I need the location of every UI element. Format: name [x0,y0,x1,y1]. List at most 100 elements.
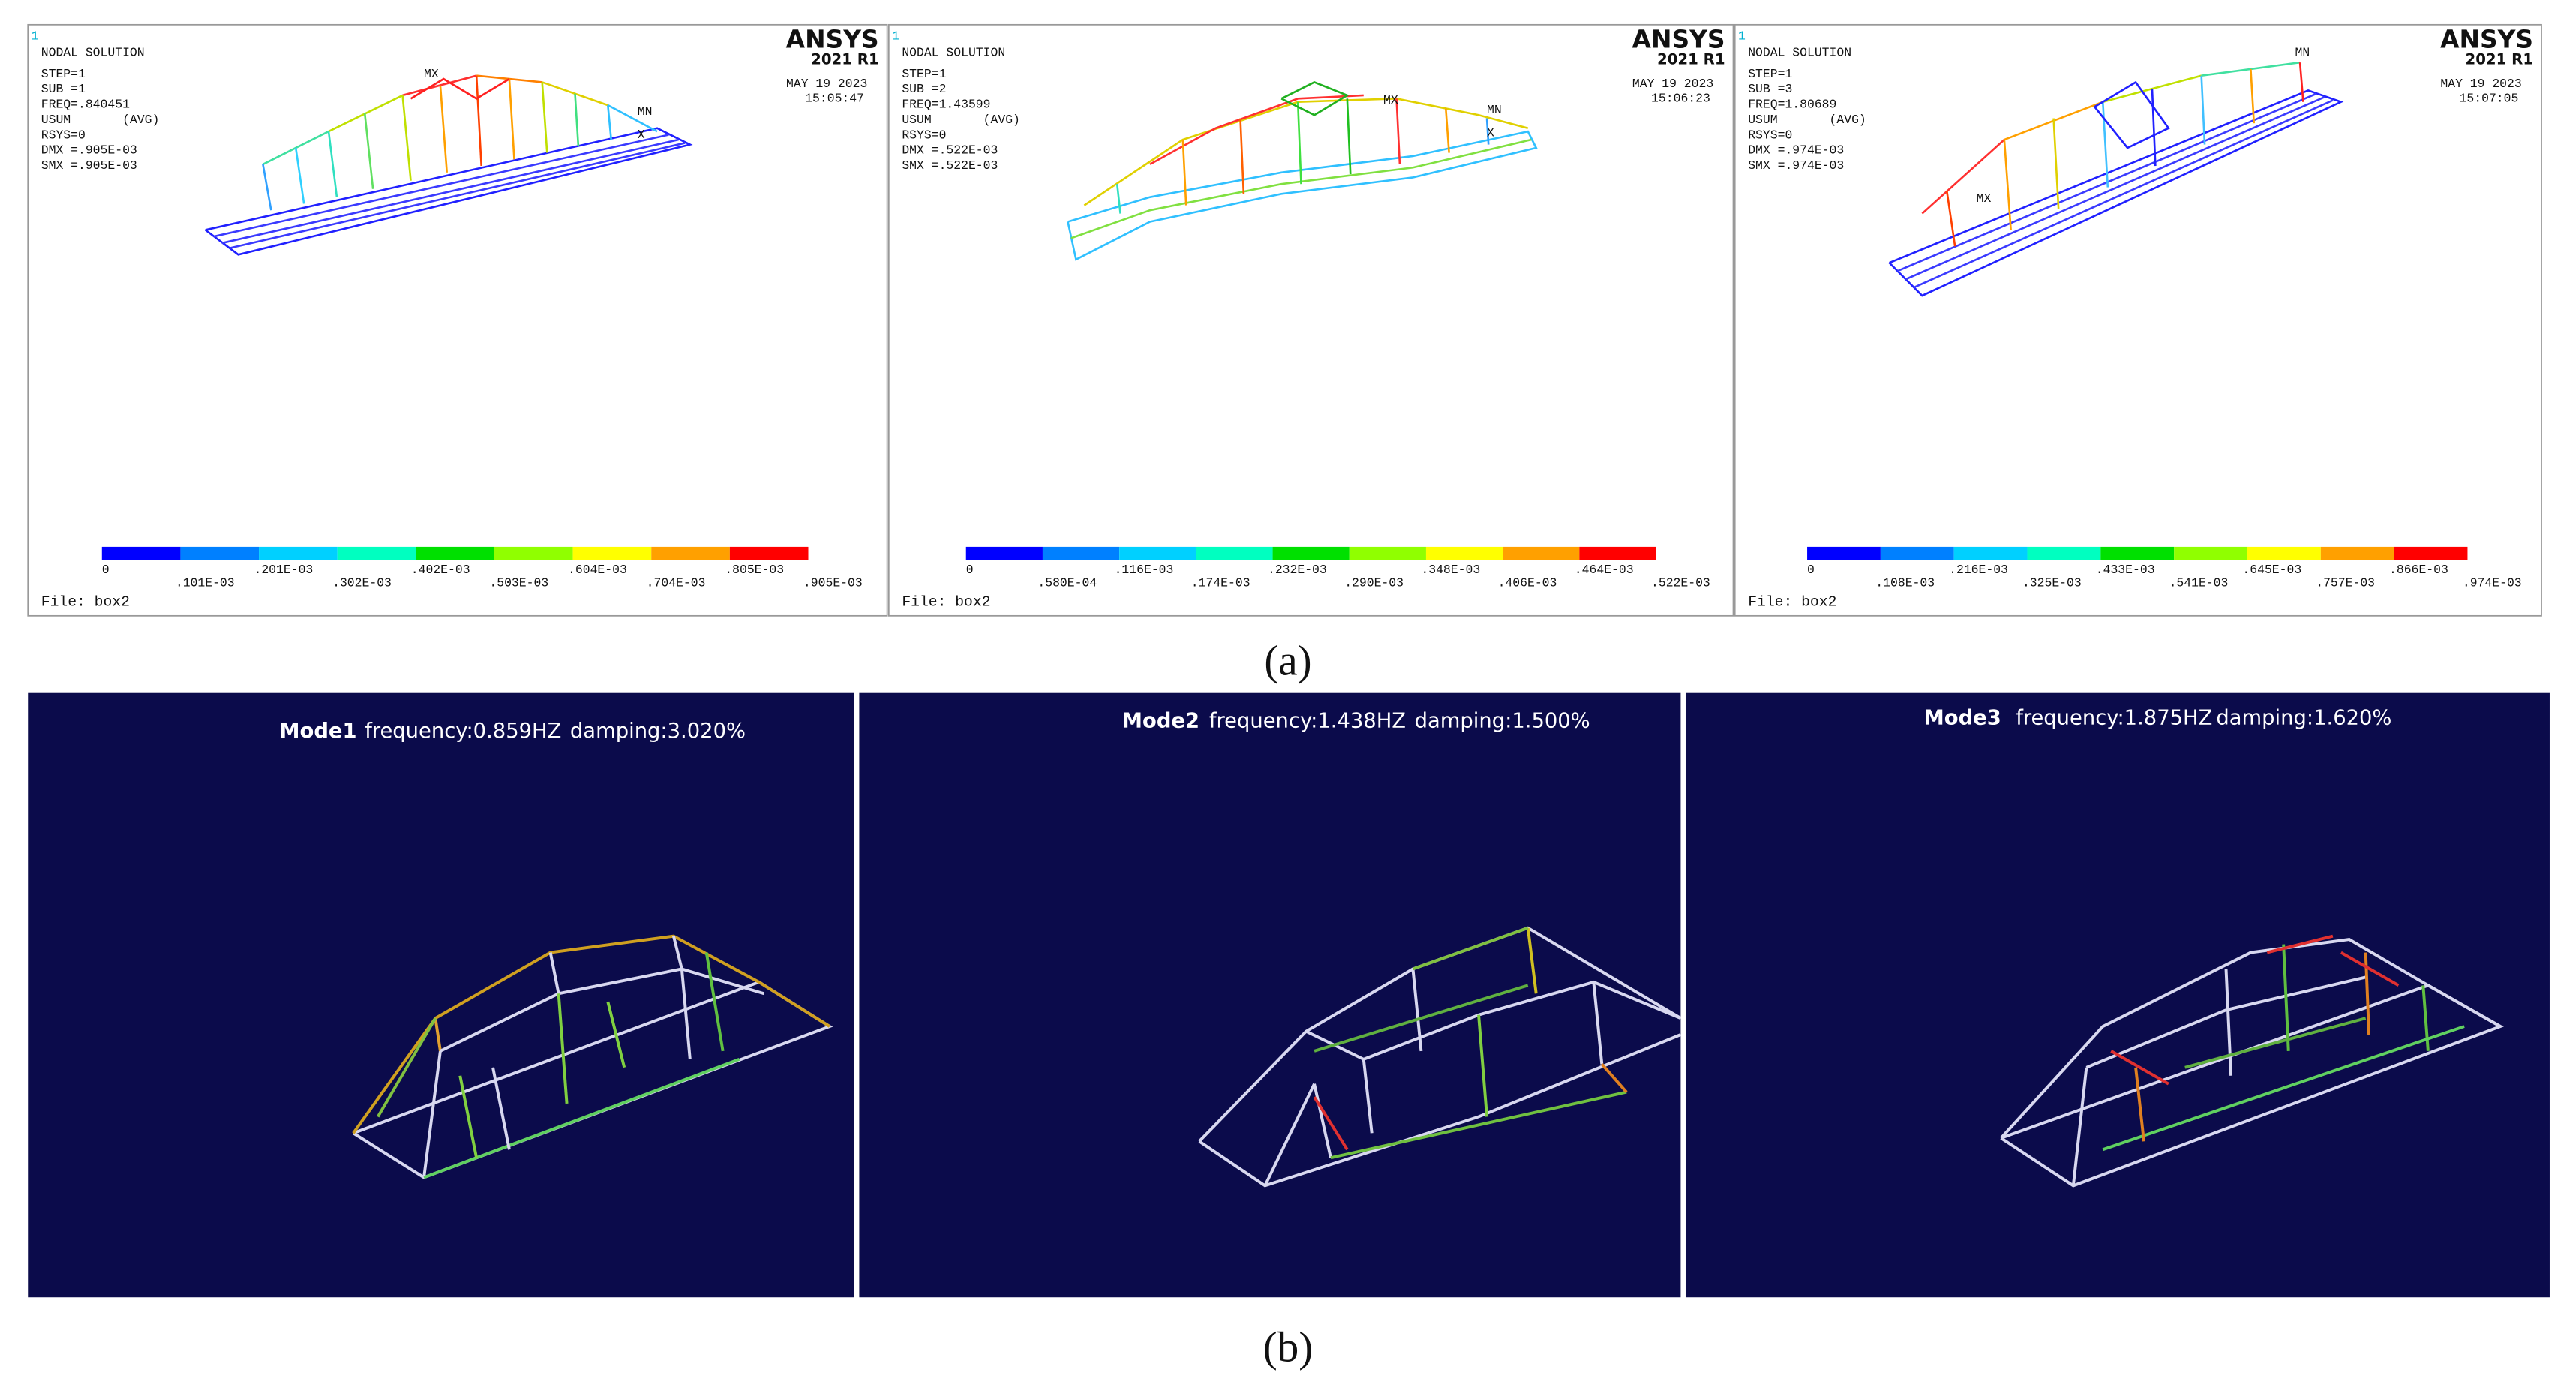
colorbar-segment [337,546,416,560]
colorbar-segment [2027,546,2101,560]
colorbar-segment [965,546,1043,560]
info-line: DMX =.522E-03 [902,143,998,158]
version: 2021 R1 [1657,50,1725,68]
node-marker: MN [2295,45,2310,59]
mode-shape-wireframe [1067,81,1538,261]
colorbar-segment [2394,546,2468,560]
node-marker: MN [1487,103,1502,117]
node-marker: X [1487,126,1494,140]
colorbar-segment [1272,546,1350,560]
colorbar-segment [1425,546,1503,560]
colorbar-label: .302E-03 [332,575,392,590]
info-line: DMX =.974E-03 [1748,143,1844,158]
node-marker: MX [1977,191,1992,206]
animation-panel [859,692,1681,1298]
info-line: SUB =2 [902,82,946,96]
mode-shape-wireframe [1198,926,1682,1188]
colorbar-label: .464E-03 [1575,563,1634,577]
version: 2021 R1 [2466,50,2534,68]
info-line: SUB =1 [41,82,86,96]
node-marker: X [638,128,645,142]
info-line: USUM (AVG) [902,113,1020,127]
damping-label: damping:1.500% [1415,710,1590,733]
colorbar-segment [1579,546,1656,560]
animation-panel [28,692,854,1298]
colorbar-label: .290E-03 [1344,575,1404,590]
header: NODAL SOLUTION [1748,45,1851,59]
mode-shape-wireframe [352,934,833,1179]
frequency-label: frequency:1.438HZ [1209,710,1406,733]
time: 15:06:23 [1651,92,1710,106]
date: MAY 19 2023 [1632,77,1713,91]
info-line: FREQ=1.43599 [902,98,990,112]
panel-id: 1 [892,29,899,44]
colorbar-segment [1807,546,1881,560]
colorbar-segment [1196,546,1273,560]
colorbar-segment [259,546,338,560]
node-marker: MX [424,67,439,81]
info-line: RSYS=0 [902,128,946,142]
frequency-label: frequency:0.859HZ [365,720,561,743]
animation-panel [1685,692,2550,1298]
info-line: FREQ=.840451 [41,98,130,112]
mode-shape-wireframe [204,74,693,256]
time: 15:07:05 [2460,92,2519,106]
brand: ANSYS [786,25,879,53]
file-name: File: box2 [1748,594,1836,611]
colorbar-segment [2100,546,2175,560]
colorbar-label: .866E-03 [2389,563,2448,577]
colorbar-segment [651,546,730,560]
colorbar-segment [2174,546,2247,560]
colorbar-label: .348E-03 [1421,563,1480,577]
colorbar-label: .580E-04 [1037,575,1097,590]
colorbar-segment [729,546,809,560]
node-marker: MX [1383,93,1398,107]
caption: (a) [1264,638,1311,685]
colorbar-label: .704E-03 [647,575,706,590]
colorbar-segment [1503,546,1580,560]
info-line: STEP=1 [902,67,946,81]
colorbar-label: .757E-03 [2316,575,2375,590]
mode-label: Mode1 [279,720,356,743]
mode-label: Mode3 [1924,706,2001,729]
brand: ANSYS [2440,25,2533,53]
panel-id: 1 [32,29,39,44]
header: NODAL SOLUTION [902,45,1005,59]
info-line: USUM (AVG) [41,113,160,127]
header: NODAL SOLUTION [41,45,145,59]
colorbar-label: .108E-03 [1875,575,1935,590]
colorbar-segment [2320,546,2394,560]
colorbar-label: .645E-03 [2242,563,2301,577]
date: MAY 19 2023 [2440,77,2521,91]
colorbar-label: 0 [966,563,974,577]
colorbar-label: .805E-03 [725,563,784,577]
colorbar-label: .101E-03 [176,575,235,590]
colorbar-label: .174E-03 [1191,575,1250,590]
mode-shape-wireframe [2000,934,2504,1188]
colorbar-segment [1953,546,2028,560]
colorbar-segment [416,546,494,560]
colorbar-label: .541E-03 [2169,575,2229,590]
info-line: STEP=1 [1748,67,1792,81]
colorbar-label: 0 [1807,563,1815,577]
ansys-panel [1734,23,2542,617]
colorbar-label: .503E-03 [489,575,548,590]
colorbar-segment [1119,546,1196,560]
time: 15:05:47 [805,92,864,106]
info-line: FREQ=1.80689 [1748,98,1836,112]
colorbar-label: .116E-03 [1115,563,1174,577]
damping-label: damping:3.020% [570,720,746,743]
colorbar-label: .522E-03 [1651,575,1710,590]
colorbar-segment [1042,546,1120,560]
colorbar-segment [1880,546,1954,560]
ansys-panel [27,23,888,617]
damping-label: damping:1.620% [2216,706,2391,729]
colorbar-segment [180,546,260,560]
frequency-label: frequency:1.875HZ [2016,706,2212,729]
info-line: USUM (AVG) [1748,113,1866,127]
info-line: SUB =3 [1748,82,1792,96]
colorbar-label: .216E-03 [1949,563,2008,577]
colorbar-segment [572,546,652,560]
